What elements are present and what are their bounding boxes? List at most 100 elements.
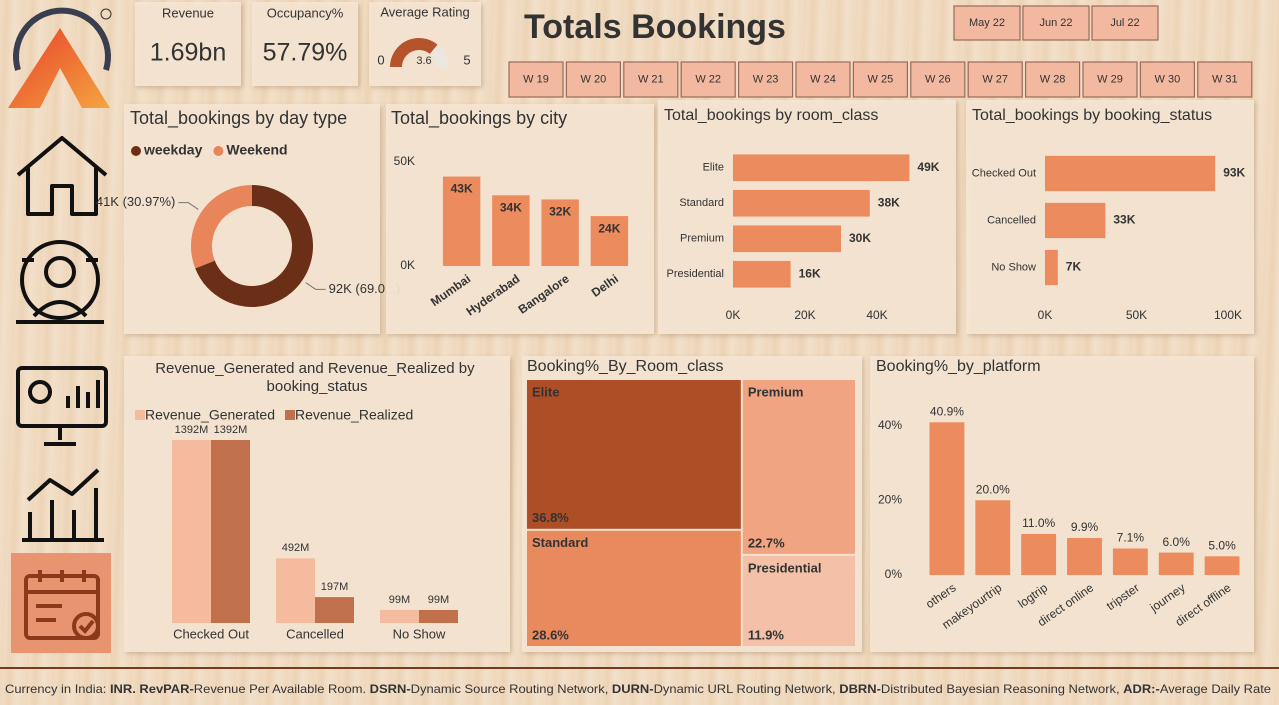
donut-slice [195,185,313,307]
y-tick-label: Presidential [667,268,724,280]
legend-label: weekday [143,142,203,158]
bar [1204,556,1240,575]
treemap-cell [742,380,855,554]
data-label: 32K [549,205,571,219]
bar [172,440,211,623]
x-tick-label: 100K [1214,308,1242,322]
month-button[interactable] [953,5,1021,41]
legend-marker [213,146,224,156]
y-tick-label: No Show [991,261,1036,273]
nav-growth[interactable] [22,468,104,542]
chart-title: Revenue_Generated and Revenue_Realized b… [155,360,479,395]
footer-part: DBRN- [839,682,881,696]
legend-label: Revenue_Generated [145,407,275,423]
x-tick-label: 20K [794,308,815,322]
data-label: 93K [1223,166,1245,180]
week-button-label: W 31 [1212,73,1238,85]
chart-title: Booking%_by_platform [876,358,1041,375]
y-tick-label: 40% [878,418,902,432]
week-button[interactable] [680,61,736,98]
bar [492,195,530,266]
data-label: 1392M [175,424,209,436]
title-line: Revenue_Generated and Revenue_Realized b… [155,360,479,377]
week-button[interactable] [967,61,1023,98]
week-button-label: W 27 [982,73,1008,85]
week-button[interactable] [1139,61,1196,98]
x-tick-label: 50K [1126,308,1147,322]
donut-slice [191,185,252,269]
y-tick-label: 50K [394,154,415,168]
data-label: 30K [849,231,871,245]
footer-part: Dynamic URL Routing Network, [654,682,840,696]
kpi-label: Revenue [162,5,214,20]
data-label: 40.9% [930,404,964,418]
week-button[interactable] [565,61,622,98]
x-tick-label: 40K [866,308,887,322]
gauge-value [390,37,438,67]
week-button[interactable] [508,61,564,98]
month-button[interactable] [1091,5,1159,41]
legend-label: Weekend [226,142,287,158]
data-label: 197M [321,581,349,593]
treemap-cell [742,555,855,646]
x-tick-label: 0K [726,308,741,322]
x-tick-label: Checked Out [173,626,249,641]
leader-line [178,202,199,210]
week-button[interactable] [623,61,679,98]
y-tick-label: 0K [400,258,415,272]
chart-title: Total_bookings by day type [130,108,347,129]
week-button-label: W 24 [810,73,836,85]
bar [1158,552,1194,575]
treemap-label: Standard [532,535,588,550]
footer-part: Revenue Per Available Room. [194,682,370,696]
bar [419,609,458,623]
bar [733,189,870,217]
gauge-max: 5 [463,52,470,67]
week-button[interactable] [1082,61,1138,98]
week-button[interactable] [795,61,851,98]
week-button[interactable] [1197,61,1253,98]
y-tick-label: Cancelled [987,214,1036,226]
week-button[interactable] [852,61,909,98]
week-button[interactable] [910,61,966,98]
bar [1021,533,1057,575]
month-button-label: Jun 22 [1039,17,1072,29]
data-label: 7.1% [1117,531,1145,545]
chart-title: Booking%_By_Room_class [527,358,724,375]
kpi-label: Occupancy% [267,5,344,20]
nav-calendar[interactable] [24,570,100,640]
week-button[interactable] [1024,61,1081,98]
data-label: 5.0% [1208,539,1236,553]
bar [733,260,791,288]
nav-person[interactable] [16,240,104,324]
data-label: 43K [451,182,473,196]
week-button-label: W 20 [581,73,607,85]
nav-home[interactable] [16,136,108,216]
y-tick-label: 0% [885,567,903,581]
x-tick-label: Cancelled [286,626,344,641]
bar [315,597,354,623]
treemap-cell [527,380,741,529]
data-label: 11.9% [748,627,785,642]
data-label: 492M [282,542,310,554]
bar [541,199,579,266]
week-button-label: W 30 [1155,73,1181,85]
y-tick-label: Premium [680,233,724,245]
data-label: 7K [1066,260,1082,274]
bar [733,225,841,253]
bar [211,440,250,623]
nav-monitor[interactable] [16,366,108,446]
treemap-label: Presidential [748,560,822,575]
week-button-label: W 29 [1097,73,1123,85]
week-button[interactable] [737,61,794,98]
legend-marker [285,410,295,420]
panel [658,100,956,334]
month-button[interactable] [1022,5,1090,41]
gauge-value-label: 3.6 [416,55,431,67]
month-button-label: Jul 22 [1110,17,1139,29]
y-tick-label: 20% [878,493,902,507]
data-label: 22.7% [748,535,785,550]
week-button-label: W 28 [1040,73,1066,85]
panel [966,100,1254,334]
